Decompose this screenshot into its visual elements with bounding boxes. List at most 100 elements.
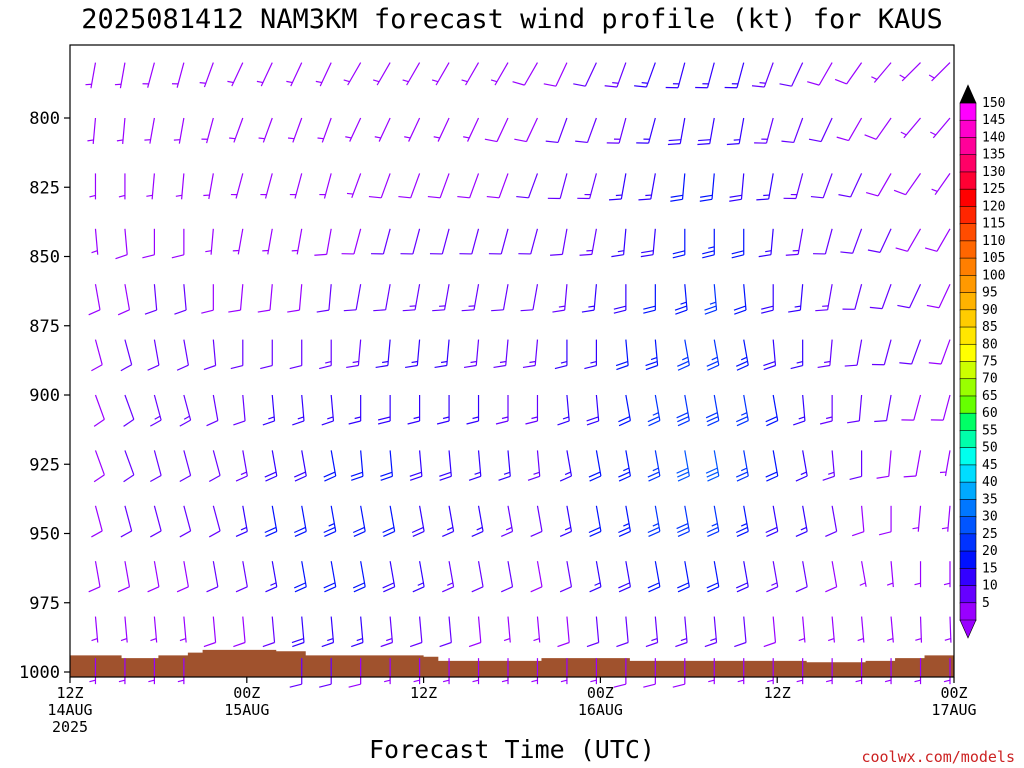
wind-barb bbox=[590, 658, 598, 685]
wind-barb bbox=[468, 450, 482, 481]
wind-barb bbox=[264, 450, 278, 482]
wind-barb bbox=[817, 339, 833, 369]
colorbar-label: 130 bbox=[982, 165, 1005, 180]
wind-barb bbox=[608, 173, 627, 201]
wind-barb bbox=[468, 616, 482, 648]
wind-barb bbox=[586, 616, 600, 648]
wind-barb bbox=[114, 62, 126, 89]
wind-barb bbox=[729, 173, 745, 202]
wind-barb bbox=[431, 62, 450, 86]
wind-barb bbox=[199, 62, 214, 88]
colorbar-segment bbox=[959, 292, 977, 311]
colorbar-label: 90 bbox=[982, 303, 998, 318]
wind-barb bbox=[886, 561, 894, 588]
wind-barb bbox=[611, 228, 627, 258]
colorbar-segment bbox=[959, 188, 977, 208]
wind-barb bbox=[819, 395, 833, 425]
wind-barb bbox=[260, 339, 273, 370]
wind-barb bbox=[488, 228, 509, 255]
wind-barb bbox=[530, 561, 543, 593]
wind-barb bbox=[751, 62, 774, 88]
wind-barb bbox=[795, 505, 808, 537]
wind-barb bbox=[484, 117, 509, 143]
wind-barb bbox=[874, 394, 892, 423]
wind-barb bbox=[530, 505, 543, 537]
wind-barb bbox=[179, 394, 192, 427]
colorbar-label: 100 bbox=[982, 268, 1005, 283]
x-tick-label: 12Z bbox=[56, 684, 83, 702]
wind-barb bbox=[559, 450, 573, 482]
wind-barb bbox=[201, 284, 214, 314]
colorbar-segment bbox=[959, 602, 977, 621]
wind-barb bbox=[350, 450, 364, 481]
wind-barb bbox=[613, 658, 627, 688]
wind-barb bbox=[840, 228, 863, 254]
wind-barb bbox=[901, 394, 922, 421]
wind-barb bbox=[413, 658, 421, 685]
wind-barb bbox=[315, 62, 332, 87]
wind-barb bbox=[516, 173, 539, 199]
wind-barb bbox=[886, 616, 894, 643]
wind-barb bbox=[915, 616, 923, 643]
wind-barb bbox=[146, 173, 155, 200]
wind-barb bbox=[522, 339, 539, 369]
wind-barb bbox=[93, 394, 105, 427]
wind-barb bbox=[398, 173, 421, 199]
x-tick-label: 2025 bbox=[52, 718, 88, 736]
wind-barb bbox=[588, 505, 602, 537]
wind-barb bbox=[503, 616, 511, 643]
wind-barb bbox=[262, 616, 276, 648]
wind-barb bbox=[847, 394, 863, 424]
wind-barb bbox=[442, 561, 455, 593]
wind-barb bbox=[851, 505, 865, 537]
wind-barb bbox=[174, 284, 187, 315]
colorbar-label: 75 bbox=[982, 355, 998, 370]
wind-barb bbox=[878, 505, 892, 536]
wind-barb bbox=[407, 395, 421, 425]
wind-barb bbox=[557, 394, 570, 426]
wind-barb bbox=[512, 62, 538, 86]
wind-barb bbox=[924, 228, 951, 252]
wind-barb bbox=[144, 117, 155, 144]
wind-barb bbox=[781, 117, 804, 144]
wind-barb bbox=[176, 561, 189, 593]
wind-barb bbox=[533, 616, 541, 643]
wind-barb bbox=[939, 450, 951, 477]
wind-barb bbox=[674, 284, 688, 315]
colorbar-segment bbox=[959, 343, 977, 363]
wind-barb bbox=[676, 450, 690, 482]
colorbar-label: 140 bbox=[982, 130, 1005, 145]
colorbar-bottom-arrow bbox=[959, 619, 977, 639]
wind-barb bbox=[351, 616, 364, 648]
wind-barb bbox=[380, 450, 393, 481]
wind-barb bbox=[228, 284, 244, 313]
wind-barb bbox=[766, 561, 779, 593]
wind-barb bbox=[91, 616, 99, 643]
wind-barb bbox=[402, 284, 421, 312]
wind-barb bbox=[461, 284, 480, 312]
wind-barb bbox=[491, 284, 509, 312]
x-tick-label: 14AUG bbox=[47, 701, 92, 719]
credit-link[interactable]: coolwx.com/models bbox=[861, 748, 1015, 766]
wind-barb bbox=[545, 117, 568, 144]
colorbar-segment bbox=[959, 102, 977, 122]
wind-barb bbox=[647, 505, 661, 537]
wind-barb bbox=[229, 117, 244, 143]
wind-barb bbox=[613, 284, 627, 314]
wind-barb bbox=[471, 561, 484, 593]
wind-barb bbox=[380, 616, 393, 648]
colorbar-label: 145 bbox=[982, 113, 1005, 128]
wind-barb bbox=[849, 450, 863, 480]
wind-barb bbox=[434, 339, 450, 369]
wind-barb bbox=[142, 228, 155, 259]
colorbar-segment bbox=[959, 275, 977, 294]
wind-barb bbox=[233, 616, 246, 648]
wind-barb bbox=[142, 62, 155, 88]
wind-barb bbox=[731, 228, 745, 259]
colorbar-segment bbox=[959, 223, 977, 242]
wind-barb bbox=[490, 62, 509, 86]
wind-barb bbox=[618, 561, 631, 593]
wind-barb bbox=[173, 117, 185, 144]
wind-barb bbox=[498, 450, 511, 481]
wind-barb bbox=[374, 117, 391, 142]
